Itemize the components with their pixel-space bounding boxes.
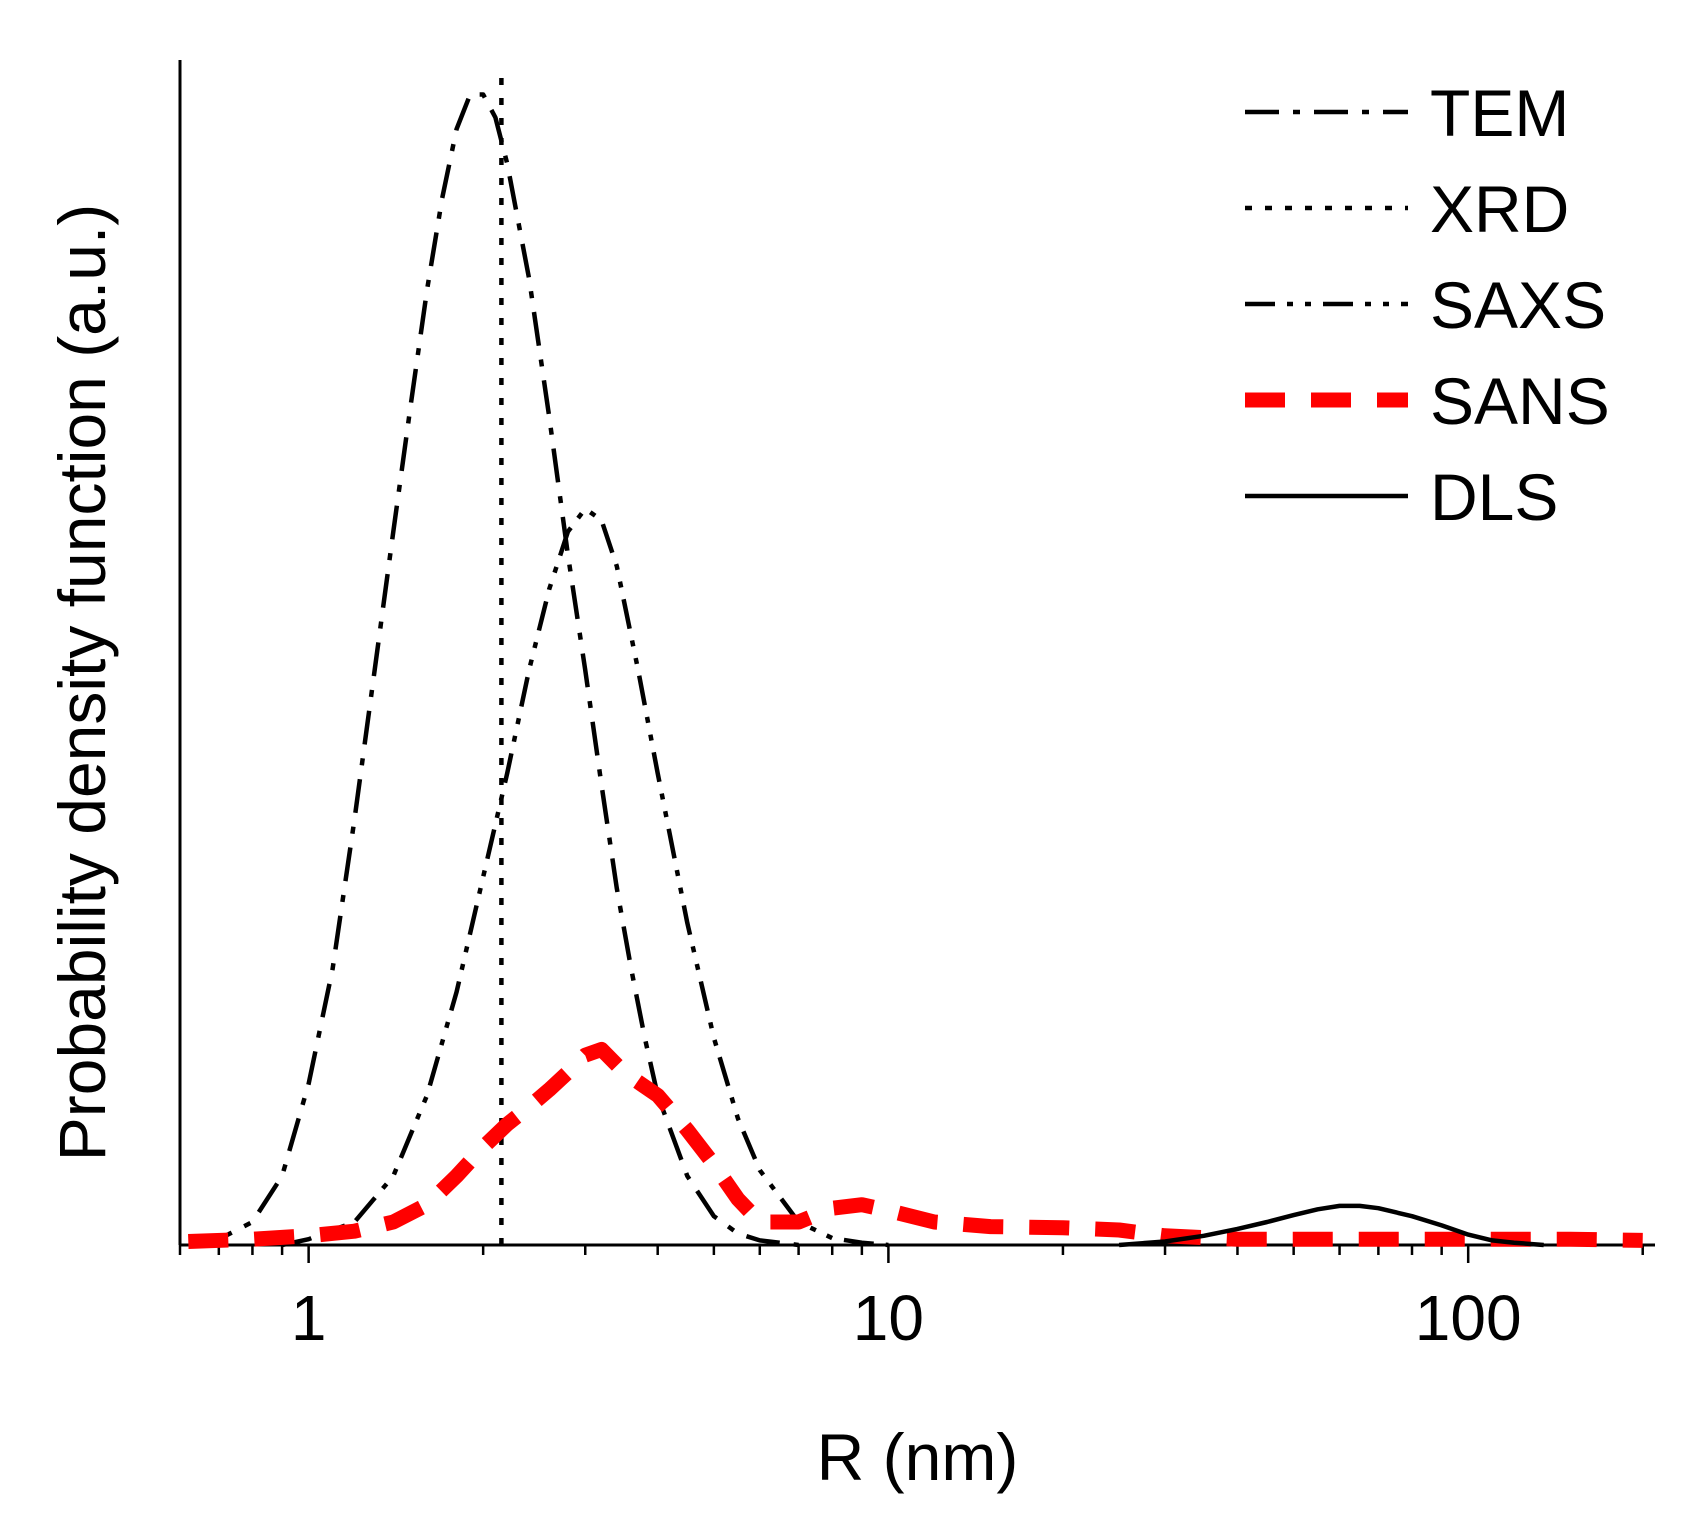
series-group	[188, 71, 1643, 1249]
legend-label-xrd: XRD	[1430, 172, 1569, 246]
series-line-tem	[199, 92, 799, 1248]
series-line-dls	[1118, 1203, 1544, 1248]
x-tick-label: 100	[1415, 1282, 1522, 1354]
legend-label-sans: SANS	[1430, 364, 1610, 438]
legend: TEM XRD SAXS SANS DLS	[1245, 76, 1610, 534]
legend-label-tem: TEM	[1430, 76, 1569, 150]
x-axis-title: R (nm)	[817, 1420, 1019, 1494]
legend-label-saxs: SAXS	[1430, 268, 1606, 342]
x-tick-label: 10	[853, 1282, 924, 1354]
series-line-sans	[188, 1041, 1643, 1249]
legend-label-dls: DLS	[1430, 460, 1558, 534]
y-axis-title: Probability density function (a.u.)	[45, 204, 119, 1161]
series-line-saxs	[281, 506, 889, 1248]
axes: 1 10 100	[178, 60, 1655, 1354]
x-tick-label: 1	[291, 1282, 327, 1354]
